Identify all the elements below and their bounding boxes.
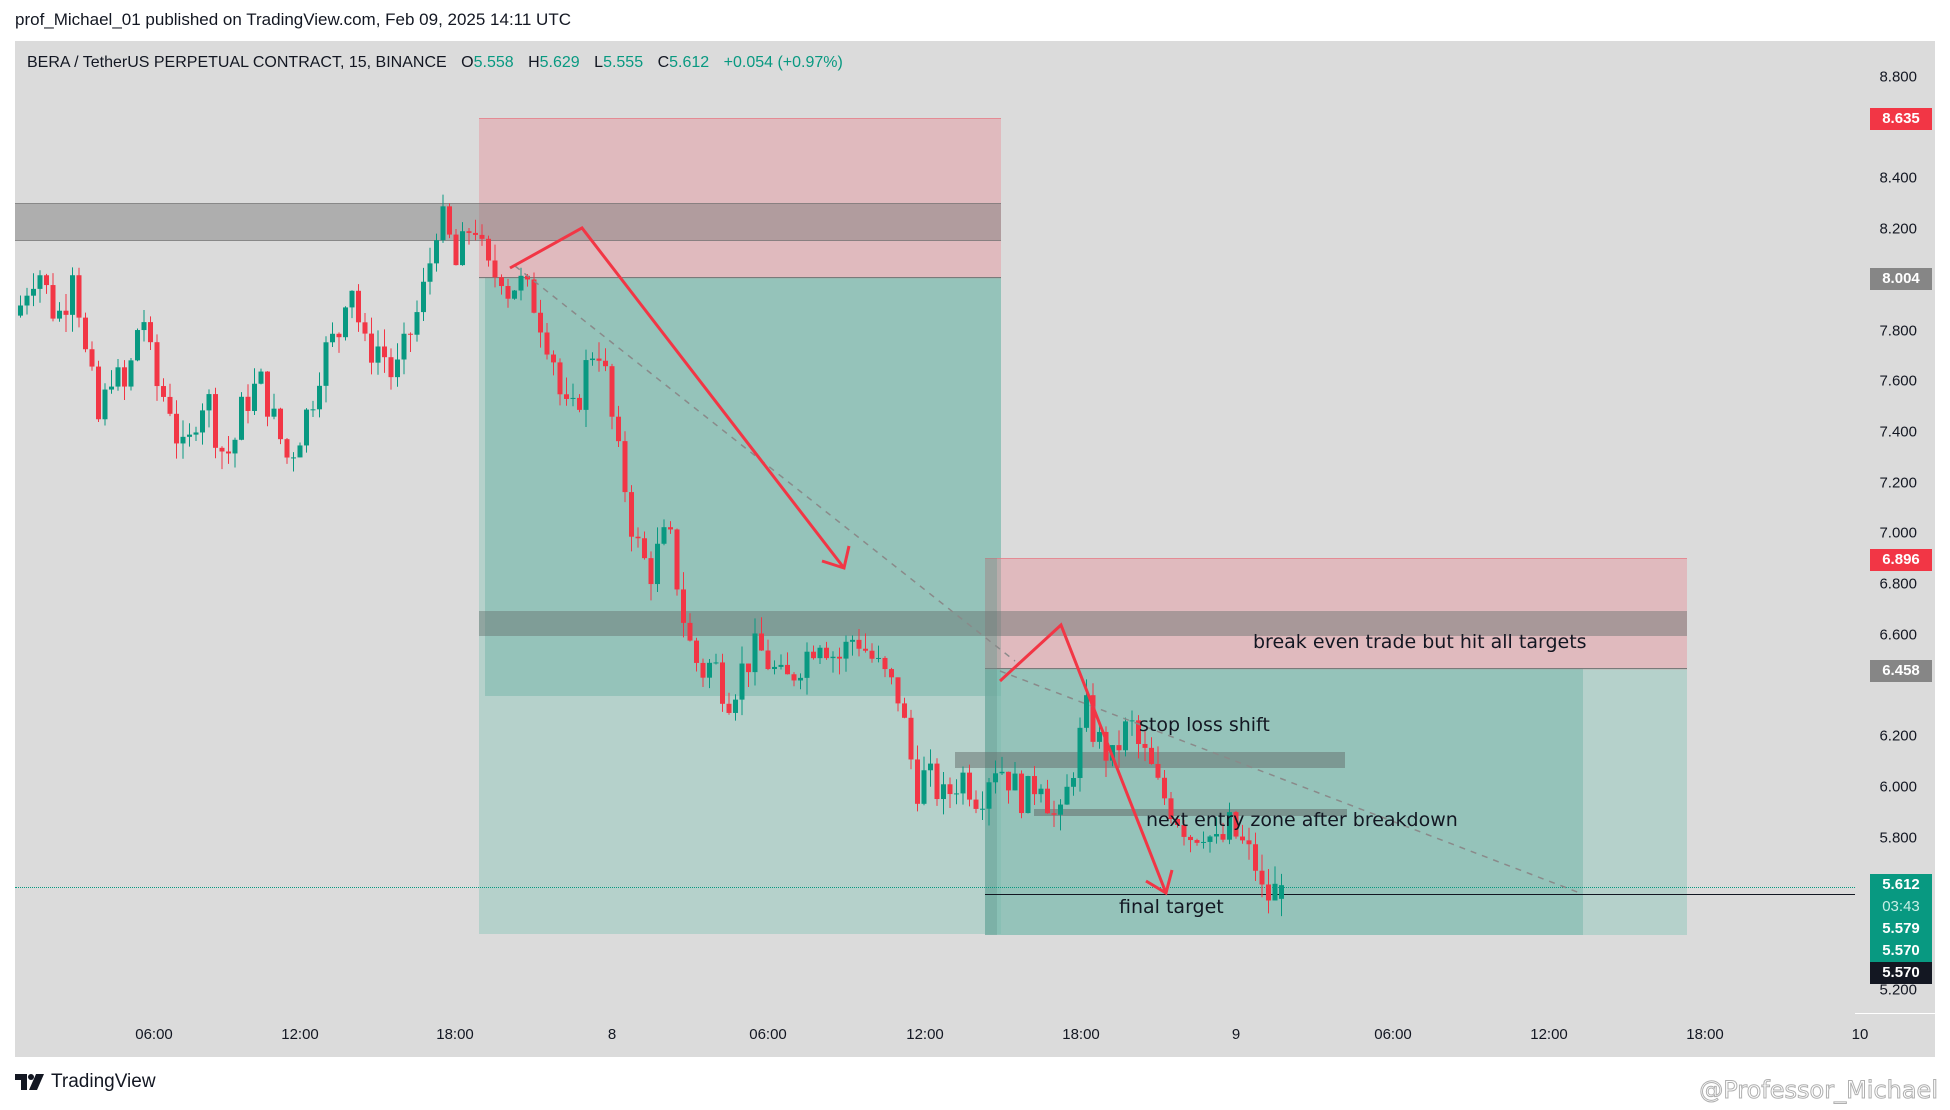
tradingview-logo-icon	[15, 1074, 44, 1090]
position-1-entry-line	[479, 277, 1001, 278]
arrow-2	[998, 622, 1168, 894]
price-tick: 7.800	[1879, 322, 1917, 339]
time-tick: 10	[1851, 1026, 1869, 1043]
time-tick: 12:00	[906, 1026, 944, 1043]
position-2-left-edge	[985, 558, 997, 935]
price-tick: 7.600	[1879, 372, 1917, 390]
symbol-legend[interactable]: BERA / TetherUS PERPETUAL CONTRACT, 15, …	[27, 54, 843, 72]
annotation-final-target: final target	[1119, 896, 1224, 918]
time-tick: 18:00	[1686, 1026, 1724, 1043]
price-tick: 5.200	[1879, 981, 1917, 999]
high-label: H	[528, 54, 540, 71]
annotation-stop-loss-shift: stop loss shift	[1139, 714, 1270, 736]
resistance-band-1[interactable]	[15, 203, 1001, 241]
close-value: 5.612	[669, 54, 710, 71]
price-tick: 6.200	[1879, 727, 1917, 745]
price-tag: 5.570	[1870, 962, 1932, 985]
tradingview-logo[interactable]: TradingView	[15, 1071, 156, 1093]
time-tick: 12:00	[1530, 1026, 1568, 1043]
position-2-entry-line	[985, 668, 1687, 669]
price-tick: 6.000	[1879, 778, 1917, 796]
low-value: 5.555	[603, 54, 644, 71]
next-entry-band[interactable]	[1034, 809, 1347, 816]
price-tick: 8.800	[1879, 68, 1917, 86]
high-value: 5.629	[539, 54, 580, 71]
time-tick: 06:00	[1374, 1026, 1412, 1043]
target-price-line	[985, 894, 1855, 895]
price-tag: 03:43	[1870, 896, 1932, 919]
time-tick: 9	[1231, 1026, 1241, 1043]
position-1-target-zone-filled	[485, 278, 1001, 696]
price-tag: 8.004	[1870, 267, 1932, 290]
price-tag: 6.458	[1870, 659, 1932, 682]
price-tag: 5.579	[1870, 918, 1932, 941]
published-line: prof_Michael_01 published on TradingView…	[15, 10, 571, 29]
open-label: O	[461, 54, 474, 71]
open-value: 5.558	[473, 54, 514, 71]
time-tick: 8	[607, 1026, 617, 1043]
position-1-stop-zone[interactable]	[479, 118, 1001, 279]
price-tag: 6.896	[1870, 548, 1932, 571]
price-tick: 5.800	[1879, 829, 1917, 846]
price-tick: 8.400	[1879, 169, 1917, 187]
time-tick: 18:00	[436, 1026, 474, 1043]
price-tag: 5.570	[1870, 940, 1932, 963]
price-tick: 6.600	[1879, 626, 1917, 644]
annotation-break-even: break even trade but hit all targets	[1253, 631, 1587, 653]
price-tag: 8.635	[1870, 107, 1932, 130]
symbol-name: BERA / TetherUS PERPETUAL CONTRACT, 15, …	[27, 54, 447, 71]
price-tick: 7.000	[1879, 524, 1917, 542]
low-label: L	[594, 54, 604, 71]
price-tag: 5.612	[1870, 874, 1932, 897]
axis-corner	[1855, 1013, 1935, 1058]
price-axis[interactable]: 8.800 8.400 8.200 7.800 7.600 7.400 7.200 7.000…	[1855, 41, 1935, 1013]
time-axis[interactable]: 06:00 12:00 18:00 8 06:00 12:00 18:00 9 06:00 12:…	[15, 1013, 1868, 1057]
price-tick: 7.200	[1879, 474, 1917, 492]
time-tick: 12:00	[281, 1026, 319, 1043]
drawing-layer	[509, 226, 1581, 896]
time-tick: 18:00	[1062, 1026, 1100, 1043]
resistance-band-2[interactable]	[479, 611, 1687, 636]
candlestick-series	[18, 194, 1284, 917]
change-value: +0.054 (+0.97%)	[723, 54, 843, 71]
time-tick: 06:00	[135, 1026, 173, 1043]
position-2-target-zone[interactable]	[985, 669, 1687, 935]
price-tick: 7.400	[1879, 423, 1917, 441]
chart-frame[interactable]: break even trade but hit all targets sto…	[15, 41, 1935, 1057]
close-label: C	[657, 54, 670, 71]
time-tick: 06:00	[749, 1026, 787, 1043]
price-tick: 8.200	[1879, 220, 1917, 238]
arrow-1	[509, 226, 846, 569]
current-price-line	[15, 887, 1855, 888]
tradingview-brand: TradingView	[51, 1071, 156, 1092]
annotation-next-entry: next entry zone after breakdown	[1146, 809, 1458, 831]
price-tick: 6.800	[1879, 575, 1917, 593]
position-2-stop-zone[interactable]	[985, 558, 1687, 670]
chart-plot-area[interactable]: break even trade but hit all targets sto…	[15, 41, 1855, 1013]
author-watermark: @Professor_Michael	[1699, 1076, 1939, 1105]
